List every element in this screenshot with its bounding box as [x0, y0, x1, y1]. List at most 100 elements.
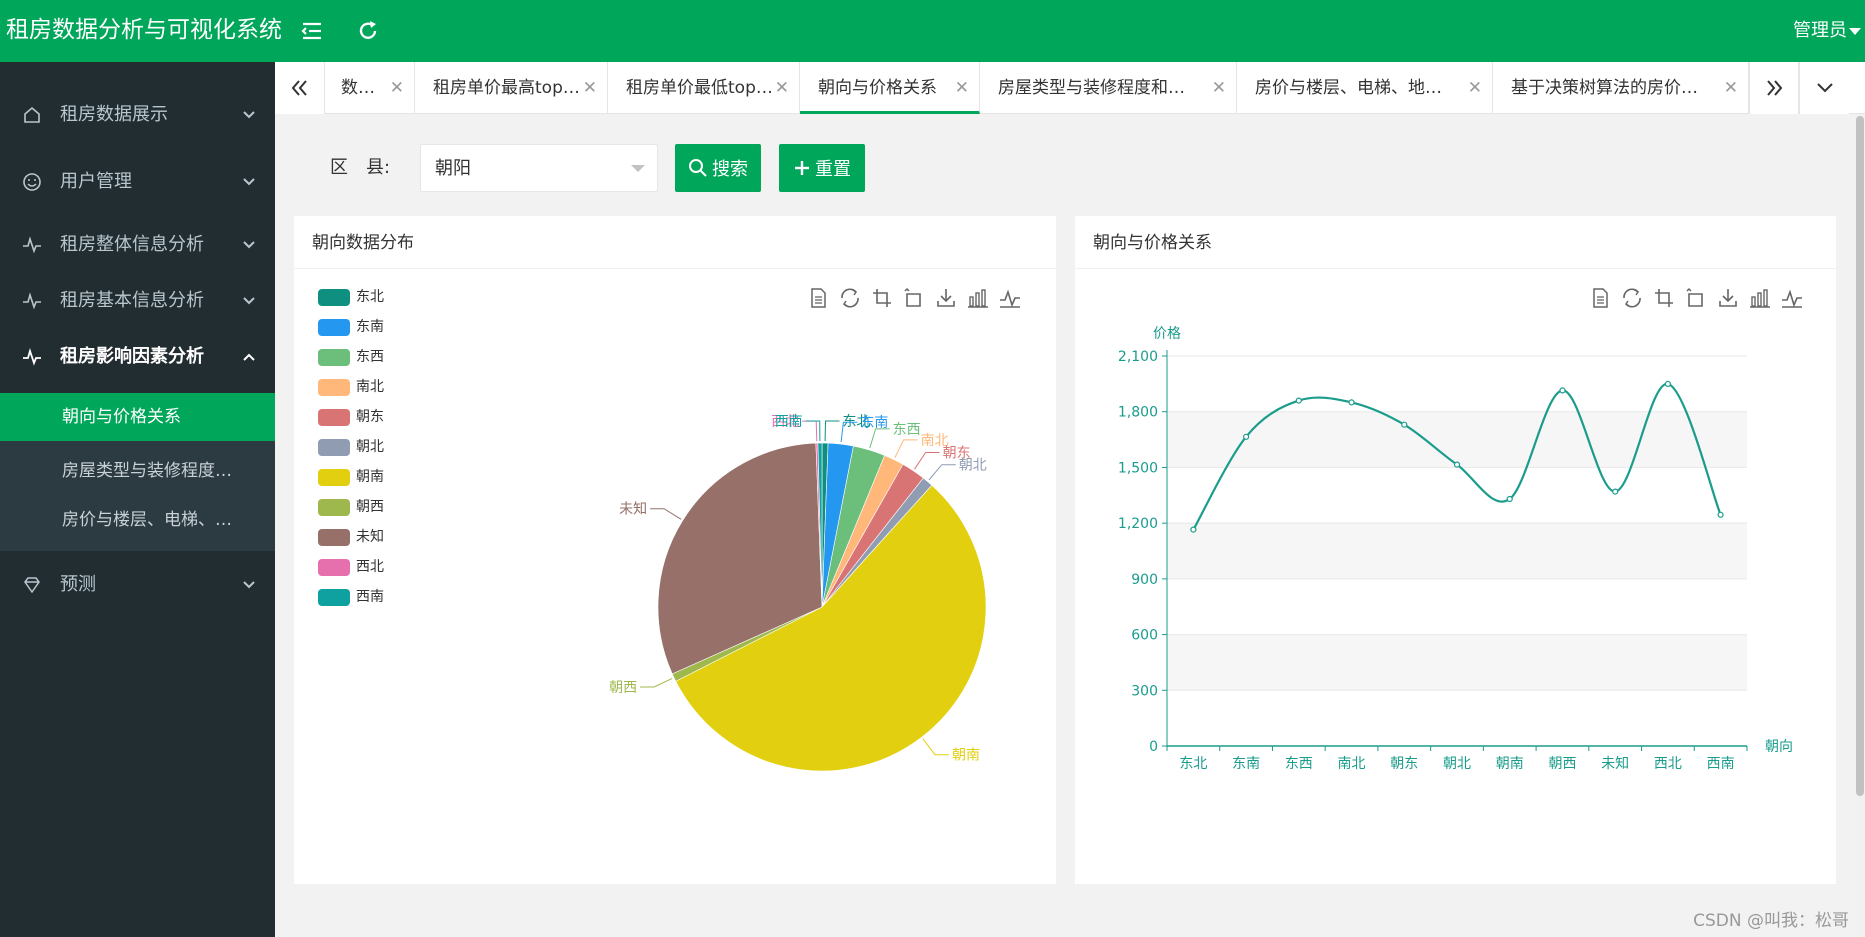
legend-label: 朝南 [356, 469, 384, 485]
pie-label: 朝南 [922, 738, 980, 764]
pie-slice[interactable] [657, 442, 823, 675]
y-tick-label: 1,200 [1118, 516, 1158, 532]
data-point[interactable] [1664, 380, 1672, 388]
app-title: 租房数据分析与可视化系统 [6, 17, 282, 43]
sidebar-item-rental-data[interactable]: 租房数据展示 [0, 92, 275, 138]
download-icon[interactable] [934, 286, 958, 310]
pie-label: 南北 [894, 433, 949, 459]
close-icon[interactable]: ✕ [1211, 78, 1226, 98]
tab-label: 基于决策树算法的房价… [1511, 78, 1698, 98]
search-icon [689, 159, 707, 177]
y-tick-label: 2,100 [1118, 349, 1158, 365]
data-view-icon[interactable] [1588, 286, 1612, 310]
close-icon[interactable]: ✕ [582, 78, 597, 98]
refresh-icon[interactable] [352, 15, 384, 47]
restore-icon[interactable] [838, 286, 862, 310]
line-chart-icon[interactable] [1780, 286, 1804, 310]
zoom-reset-icon[interactable] [1684, 286, 1708, 310]
tab-label: 数… [341, 78, 375, 98]
diamond-icon [24, 577, 40, 594]
page-scrollbar[interactable] [1855, 114, 1865, 937]
sidebar-subitem-floor-elevator[interactable]: 房价与楼层、电梯、… [0, 496, 275, 544]
tab-floor-elevator[interactable]: 房价与楼层、电梯、地… ✕ [1237, 62, 1493, 114]
restore-icon[interactable] [1620, 286, 1644, 310]
close-icon[interactable]: ✕ [1467, 78, 1482, 98]
legend-label: 东西 [356, 349, 384, 365]
close-icon[interactable]: ✕ [774, 78, 789, 98]
user-menu[interactable]: 管理员 [1793, 18, 1861, 44]
x-tick-label: 朝南 [1496, 756, 1524, 772]
pie-label: 朝北 [928, 458, 987, 481]
data-view-icon[interactable] [806, 286, 830, 310]
zoom-icon[interactable] [870, 286, 894, 310]
search-button[interactable]: 搜索 [675, 144, 761, 192]
x-tick-label: 东南 [1232, 756, 1260, 772]
data-point[interactable] [1348, 399, 1355, 406]
svg-text:西北: 西北 [771, 414, 799, 430]
legend-swatch [318, 469, 350, 486]
tab-label: 租房单价最低top20 [626, 78, 776, 98]
svg-text:朝北: 朝北 [959, 458, 987, 474]
x-tick-label: 朝北 [1443, 756, 1471, 772]
pie-label: 西南 [775, 414, 821, 442]
bar-chart-icon[interactable] [966, 286, 990, 310]
sidebar-item-predict[interactable]: 预测 [0, 562, 275, 608]
tab-lowest-price[interactable]: 租房单价最低top20 ✕ [608, 62, 800, 114]
sidebar-item-overall-analysis[interactable]: 租房整体信息分析 [0, 222, 275, 268]
y-tick-label: 1,500 [1118, 460, 1158, 476]
sidebar-item-users[interactable]: 用户管理 [0, 159, 275, 205]
data-point[interactable] [1190, 526, 1197, 533]
close-icon[interactable]: ✕ [1723, 78, 1738, 98]
district-select[interactable]: 朝阳 [420, 144, 658, 192]
tab-scroll-left-button[interactable] [275, 62, 325, 114]
grid-band [1167, 634, 1747, 691]
double-chevron-right-icon [1767, 80, 1783, 96]
data-point[interactable] [1401, 421, 1408, 428]
district-label: 区 县: [330, 157, 391, 178]
card-header: 朝向数据分布 [294, 216, 1056, 269]
data-point[interactable] [1717, 511, 1724, 518]
double-chevron-left-icon [291, 80, 307, 96]
pie-slice[interactable] [675, 484, 987, 772]
data-point[interactable] [1295, 397, 1302, 404]
sidebar-subitem-orientation-price[interactable]: 朝向与价格关系 [0, 393, 275, 441]
scrollbar-thumb[interactable] [1856, 116, 1864, 796]
pie-slice[interactable] [817, 442, 823, 608]
data-point[interactable] [1506, 495, 1513, 503]
close-icon[interactable]: ✕ [954, 78, 969, 98]
sidebar-item-label: 用户管理 [60, 171, 132, 192]
sidebar-item-basic-analysis[interactable]: 租房基本信息分析 [0, 278, 275, 324]
legend-label: 西北 [356, 559, 384, 575]
sidebar-subitem-house-type[interactable]: 房屋类型与装修程度… [0, 447, 275, 495]
tab-dropdown-button[interactable] [1799, 62, 1849, 114]
legend-swatch [318, 409, 350, 426]
tab-scroll-right-button[interactable] [1749, 62, 1799, 114]
x-tick-label: 西北 [1654, 756, 1682, 772]
tab-house-type[interactable]: 房屋类型与装修程度和… ✕ [980, 62, 1237, 114]
data-point[interactable] [1453, 461, 1461, 468]
download-icon[interactable] [1716, 286, 1740, 310]
tab-highest-price[interactable]: 租房单价最高top20 ✕ [415, 62, 608, 114]
line-chart-icon[interactable] [998, 286, 1022, 310]
pie-label: 朝西 [609, 677, 673, 696]
data-point[interactable] [1612, 488, 1619, 495]
svg-text:东西: 东西 [893, 422, 921, 438]
close-icon[interactable]: ✕ [389, 78, 404, 98]
zoom-reset-icon[interactable] [902, 286, 926, 310]
svg-text:未知: 未知 [619, 501, 647, 518]
menu-fold-icon[interactable] [296, 15, 328, 47]
zoom-icon[interactable] [1652, 286, 1676, 310]
data-point[interactable] [1559, 387, 1566, 394]
data-point[interactable] [1243, 433, 1250, 440]
tab-data[interactable]: 数… ✕ [325, 62, 415, 114]
line-chart: 0 300 600 900 1,200 1,500 1,800 2,100 东北 东南 东西 南北 朝东… [1118, 326, 1793, 772]
reset-button[interactable]: 重置 [779, 144, 865, 192]
legend-swatch [318, 379, 350, 396]
sidebar-item-factor-analysis[interactable]: 租房影响因素分析 [0, 334, 275, 380]
y-tick-label: 1,800 [1118, 405, 1158, 421]
bar-chart-icon[interactable] [1748, 286, 1772, 310]
legend-swatch [318, 439, 350, 456]
tab-decision-tree[interactable]: 基于决策树算法的房价… ✕ [1493, 62, 1749, 114]
tab-orientation-price[interactable]: 朝向与价格关系 ✕ [800, 62, 980, 114]
